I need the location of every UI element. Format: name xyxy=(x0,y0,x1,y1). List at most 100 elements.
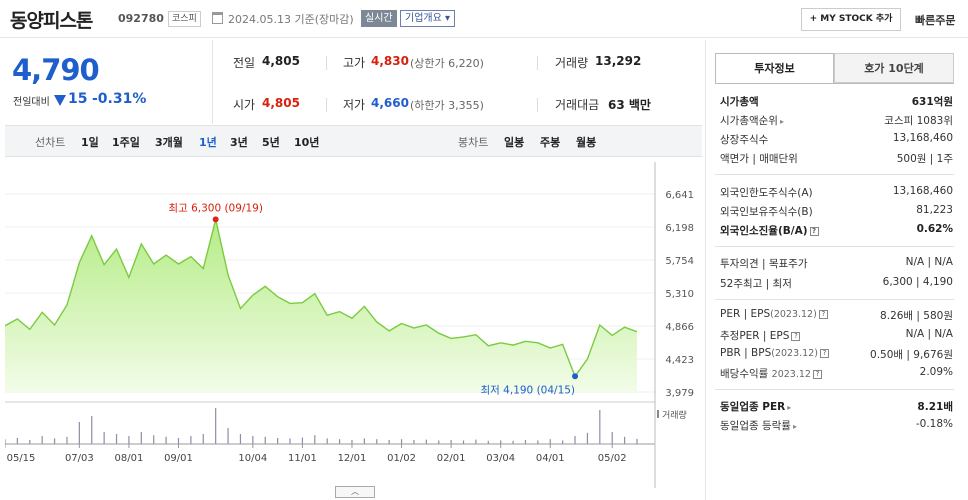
per-label: PER | EPS(2023.12)? xyxy=(720,308,828,320)
shares-value: 13,168,460 xyxy=(892,132,953,144)
par-value: 500원 | 1주 xyxy=(896,153,953,165)
x-tick-label: 07/03 xyxy=(65,453,94,464)
volume-bar xyxy=(388,440,390,444)
volume-bar xyxy=(611,432,613,444)
lower-limit: (하한가 3,355) xyxy=(410,99,484,112)
cap-rank-row[interactable]: 시가총액순위 ▸ 코스피 1083위 xyxy=(720,113,953,129)
realtime-button[interactable]: 실시간 xyxy=(361,10,397,27)
volume-bar xyxy=(277,438,279,444)
y-tick-label: 5,310 xyxy=(665,289,694,300)
week52-row: 52주최고 | 최저 6,300 | 4,190 xyxy=(720,276,953,292)
calendar-icon xyxy=(212,12,223,24)
volume-bar xyxy=(524,440,527,444)
add-mystock-button[interactable]: + MY STOCK 추가 xyxy=(801,8,901,31)
y-tick-label: 5,754 xyxy=(665,256,694,267)
volume-bar xyxy=(438,440,440,444)
prev-close-label: 전일 xyxy=(233,56,256,70)
stock-header: 동양피스톤 092780 코스피 2024.05.13 기준(장마감) 실시간 … xyxy=(0,0,968,38)
volume-bar xyxy=(128,436,130,444)
x-tick-label: 11/01 xyxy=(288,453,317,464)
volume-value: 13,292 xyxy=(595,54,642,68)
week52-label: 52주최고 | 최저 xyxy=(720,278,792,290)
volume-bar xyxy=(512,440,514,444)
tab-5year[interactable]: 5년 xyxy=(262,136,280,149)
tab-weekly[interactable]: 주봉 xyxy=(540,136,561,149)
divider xyxy=(326,98,327,112)
foreign-hold-value: 81,223 xyxy=(916,204,953,216)
volume-bar xyxy=(153,435,155,444)
volume-bar xyxy=(314,435,316,444)
industry-per-row[interactable]: 동일업종 PER ▸ 8.21배 xyxy=(720,399,953,415)
tab-1year[interactable]: 1년 xyxy=(199,136,217,149)
y-tick-label: 6,198 xyxy=(665,223,694,234)
dividend-row: 배당수익률 2023.12? 2.09% xyxy=(720,366,953,382)
price-change: 15 xyxy=(68,91,88,107)
tab-3year[interactable]: 3년 xyxy=(230,136,248,149)
quote-grid: 전일 4,805 고가 4,830 (상한가 6,220) 거래량 13,292… xyxy=(212,40,702,124)
divider xyxy=(715,299,954,300)
price-line xyxy=(4,219,638,378)
volume-legend-swatch xyxy=(657,410,659,418)
tab-3month[interactable]: 3개월 xyxy=(155,136,183,149)
per-value: 8.26배 | 580원 xyxy=(880,310,953,322)
stock-code: 092780 xyxy=(118,12,164,25)
tab-10year[interactable]: 10년 xyxy=(294,136,320,149)
par-label: 액면가 | 매매단위 xyxy=(720,153,798,165)
week52-value: 6,300 | 4,190 xyxy=(882,276,953,288)
shares-row: 상장주식수 13,168,460 xyxy=(720,132,953,148)
quick-order-button[interactable]: 빠른주문 xyxy=(915,14,956,27)
tab-1week[interactable]: 1주일 xyxy=(112,136,140,149)
volume-bar xyxy=(425,439,427,444)
tab-1day[interactable]: 1일 xyxy=(81,136,99,149)
price-chart-svg: 최고 6,300 (09/19) 최저 4,190 (04/15) 6,641 6,… xyxy=(4,162,694,488)
help-icon[interactable]: ? xyxy=(818,309,828,319)
volume-bar xyxy=(215,408,217,444)
y-tick-label: 4,866 xyxy=(665,322,694,333)
volume-legend: 거래량 xyxy=(662,409,687,421)
industry-per-label: 동일업종 PER ▸ xyxy=(720,401,792,413)
x-tick-label: 05/02 xyxy=(598,453,627,464)
help-icon[interactable]: ? xyxy=(812,369,822,379)
volume-bar xyxy=(363,438,365,444)
help-icon[interactable]: ? xyxy=(819,348,829,358)
opinion-value: N/A | N/A xyxy=(905,256,953,268)
volume-bar xyxy=(500,440,502,444)
est-per-value: N/A | N/A xyxy=(905,328,953,340)
candle-chart-label: 봉차트 xyxy=(458,136,489,149)
par-row: 액면가 | 매매단위 500원 | 1주 xyxy=(720,151,953,167)
est-per-row: 추정PER | EPS? N/A | N/A xyxy=(720,328,953,344)
foreign-hold-row: 외국인보유주식수(B) 81,223 xyxy=(720,204,953,220)
tab-orderbook-10[interactable]: 호가 10단계 xyxy=(834,53,954,83)
company-overview-button[interactable]: 기업개요 ▾ xyxy=(400,10,455,27)
volume-bar xyxy=(140,432,142,444)
x-tick-label: 05/15 xyxy=(7,453,36,464)
divider xyxy=(715,174,954,175)
volume-bar xyxy=(53,438,56,444)
low-value: 4,660 xyxy=(371,96,409,110)
foreign-limit-row: 외국인한도주식수(A) 13,168,460 xyxy=(720,185,953,201)
volume-bar xyxy=(264,436,266,444)
industry-rate-row[interactable]: 동일업종 등락률 ▸ -0.18% xyxy=(720,418,953,434)
pbr-value: 0.50배 | 9,676원 xyxy=(870,349,953,361)
x-tick-label: 02/01 xyxy=(437,453,466,464)
down-arrow-icon xyxy=(54,95,66,106)
investment-info-panel: 투자정보 호가 10단계 시가총액 631억원 시가총액순위 ▸ 코스피 1083… xyxy=(705,40,968,500)
foreign-hold-label: 외국인보유주식수(B) xyxy=(720,206,813,218)
tab-investment-info[interactable]: 투자정보 xyxy=(715,53,834,83)
price-chart[interactable]: 최고 6,300 (09/19) 최저 4,190 (04/15) 6,641 6,… xyxy=(4,158,702,500)
volume-bar xyxy=(91,416,93,444)
y-tick-label: 6,641 xyxy=(665,190,694,201)
volume-bar xyxy=(16,438,18,444)
per-row: PER | EPS(2023.12)? 8.26배 | 580원 xyxy=(720,308,953,324)
help-icon[interactable]: ? xyxy=(809,226,819,236)
x-tick-label: 08/01 xyxy=(115,453,144,464)
help-icon[interactable]: ? xyxy=(791,331,801,341)
volume-bar xyxy=(636,438,638,444)
amount-label: 거래대금 xyxy=(555,98,600,112)
high-value: 4,830 xyxy=(371,54,409,68)
tab-daily[interactable]: 일봉 xyxy=(504,136,525,149)
divider xyxy=(715,246,954,247)
collapse-chart-button[interactable]: ︿ xyxy=(335,486,375,498)
cap-rank-label: 시가총액순위 ▸ xyxy=(720,115,784,127)
tab-monthly[interactable]: 월봉 xyxy=(576,136,597,149)
